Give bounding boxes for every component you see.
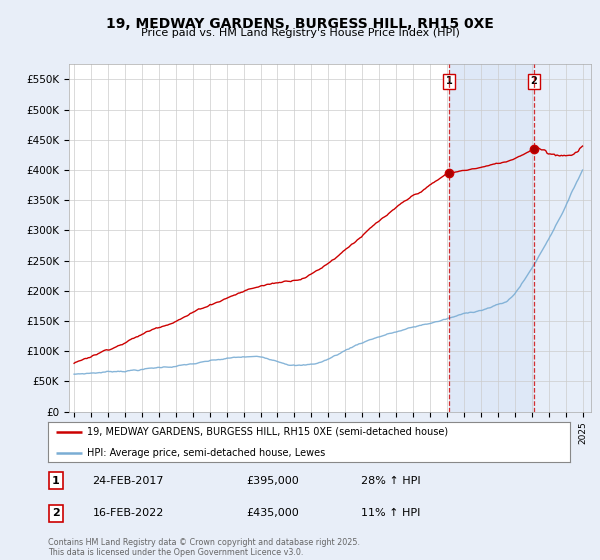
Text: £435,000: £435,000 — [247, 508, 299, 519]
Text: 16-FEB-2022: 16-FEB-2022 — [92, 508, 164, 519]
Text: 1: 1 — [446, 76, 452, 86]
Bar — [449, 64, 534, 412]
Bar — [534, 64, 591, 412]
Text: 28% ↑ HPI: 28% ↑ HPI — [361, 475, 421, 486]
Text: 19, MEDWAY GARDENS, BURGESS HILL, RH15 0XE (semi-detached house): 19, MEDWAY GARDENS, BURGESS HILL, RH15 0… — [87, 427, 448, 437]
Text: 2: 2 — [52, 508, 60, 519]
Text: 2: 2 — [530, 76, 537, 86]
Text: HPI: Average price, semi-detached house, Lewes: HPI: Average price, semi-detached house,… — [87, 448, 325, 458]
Text: Price paid vs. HM Land Registry's House Price Index (HPI): Price paid vs. HM Land Registry's House … — [140, 28, 460, 38]
Text: Contains HM Land Registry data © Crown copyright and database right 2025.
This d: Contains HM Land Registry data © Crown c… — [48, 538, 360, 557]
Text: 1: 1 — [52, 475, 60, 486]
Text: 11% ↑ HPI: 11% ↑ HPI — [361, 508, 421, 519]
Text: £395,000: £395,000 — [247, 475, 299, 486]
Text: 24-FEB-2017: 24-FEB-2017 — [92, 475, 164, 486]
Text: 19, MEDWAY GARDENS, BURGESS HILL, RH15 0XE: 19, MEDWAY GARDENS, BURGESS HILL, RH15 0… — [106, 17, 494, 31]
